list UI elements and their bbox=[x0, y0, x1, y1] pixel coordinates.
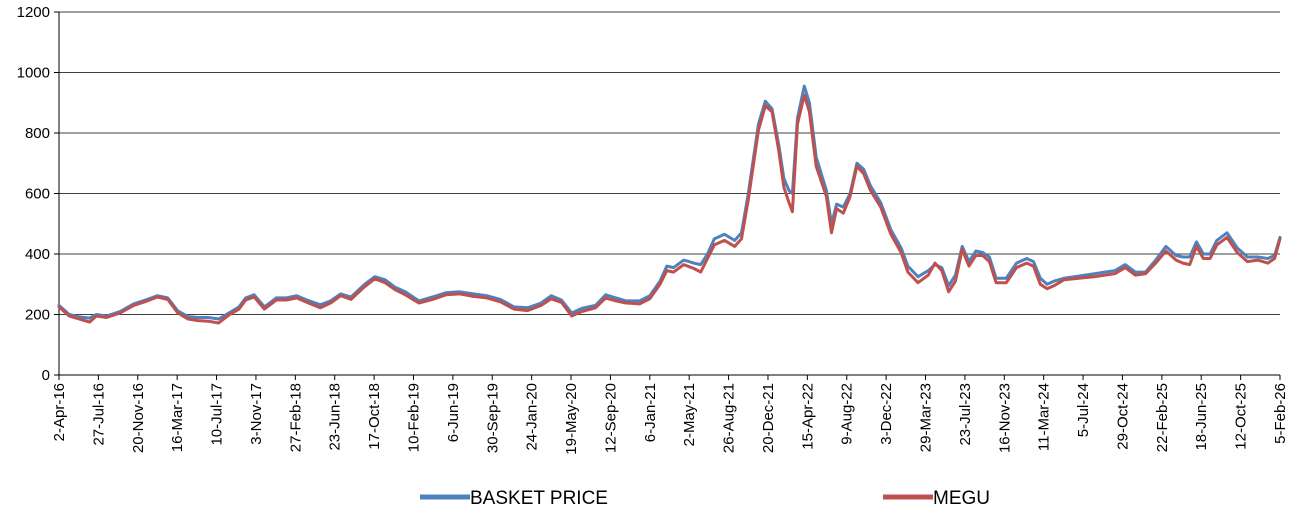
x-tick-label: 15-Apr-22 bbox=[799, 383, 816, 450]
x-tick-label: 22-Feb-25 bbox=[1154, 383, 1171, 452]
legend: BASKET PRICE MEGU bbox=[420, 488, 990, 509]
series-lines bbox=[57, 84, 1282, 325]
x-tick-label: 6-Jan-21 bbox=[642, 383, 659, 442]
y-tick-labels: 0 200 400 600 800 1000 1200 bbox=[17, 4, 59, 384]
x-tick-label: 12-Sep-20 bbox=[602, 383, 619, 453]
x-tick-label: 2-Apr-16 bbox=[51, 383, 68, 441]
y-tick-label: 200 bbox=[25, 307, 50, 324]
x-tick-label: 26-Aug-21 bbox=[721, 383, 738, 453]
x-tick-label: 19-May-20 bbox=[563, 383, 580, 455]
x-tick-label: 29-Mar-23 bbox=[918, 383, 935, 452]
series-line-megu bbox=[57, 93, 1282, 325]
x-tick-label: 3-Nov-17 bbox=[248, 383, 265, 445]
x-tick-label: 20-Nov-16 bbox=[130, 383, 147, 453]
legend-label-megu: MEGU bbox=[933, 488, 990, 509]
x-tick-labels: 2-Apr-16 27-Jul-16 20-Nov-16 16-Mar-17 10-Ju… bbox=[51, 375, 1289, 455]
x-tick-label: 27-Feb-18 bbox=[287, 383, 304, 452]
gridlines bbox=[59, 11, 1280, 315]
y-tick-label: 1000 bbox=[17, 65, 50, 82]
x-tick-label: 17-Oct-18 bbox=[366, 383, 383, 450]
y-tick-label: 800 bbox=[25, 125, 50, 142]
x-tick-label: 10-Feb-19 bbox=[405, 383, 422, 452]
x-tick-label: 24-Jan-20 bbox=[524, 383, 541, 451]
x-tick-label: 5-Jul-24 bbox=[1075, 383, 1092, 437]
x-tick-label: 16-Mar-17 bbox=[169, 383, 186, 452]
x-tick-label: 20-Dec-21 bbox=[760, 383, 777, 453]
x-tick-label: 11-Mar-24 bbox=[1036, 383, 1053, 451]
x-tick-label: 18-Jun-25 bbox=[1193, 383, 1210, 451]
x-tick-label: 30-Sep-19 bbox=[484, 383, 501, 453]
x-tick-label: 3-Dec-22 bbox=[878, 383, 895, 445]
x-tick-label: 2-May-21 bbox=[681, 383, 698, 446]
x-tick-label: 12-Oct-25 bbox=[1233, 383, 1250, 450]
y-tick-label: 1200 bbox=[17, 4, 50, 21]
x-tick-label: 9-Aug-22 bbox=[839, 383, 856, 445]
series-line-basket-price bbox=[57, 84, 1282, 321]
x-tick-label: 27-Jul-16 bbox=[90, 383, 107, 446]
x-tick-label: 29-Oct-24 bbox=[1114, 383, 1131, 450]
x-tick-label: 10-Jul-17 bbox=[209, 383, 226, 446]
x-tick-label: 23-Jul-23 bbox=[957, 383, 974, 446]
x-tick-label: 6-Jun-19 bbox=[445, 383, 462, 442]
y-tick-label: 0 bbox=[42, 367, 50, 384]
y-tick-label: 600 bbox=[25, 186, 50, 203]
x-tick-label: 5-Feb-26 bbox=[1272, 383, 1289, 444]
x-tick-label: 16-Nov-23 bbox=[996, 383, 1013, 453]
x-tick-label: 23-Jun-18 bbox=[327, 383, 344, 451]
y-tick-label: 400 bbox=[25, 246, 50, 263]
legend-label-basket-price: BASKET PRICE bbox=[470, 488, 608, 509]
